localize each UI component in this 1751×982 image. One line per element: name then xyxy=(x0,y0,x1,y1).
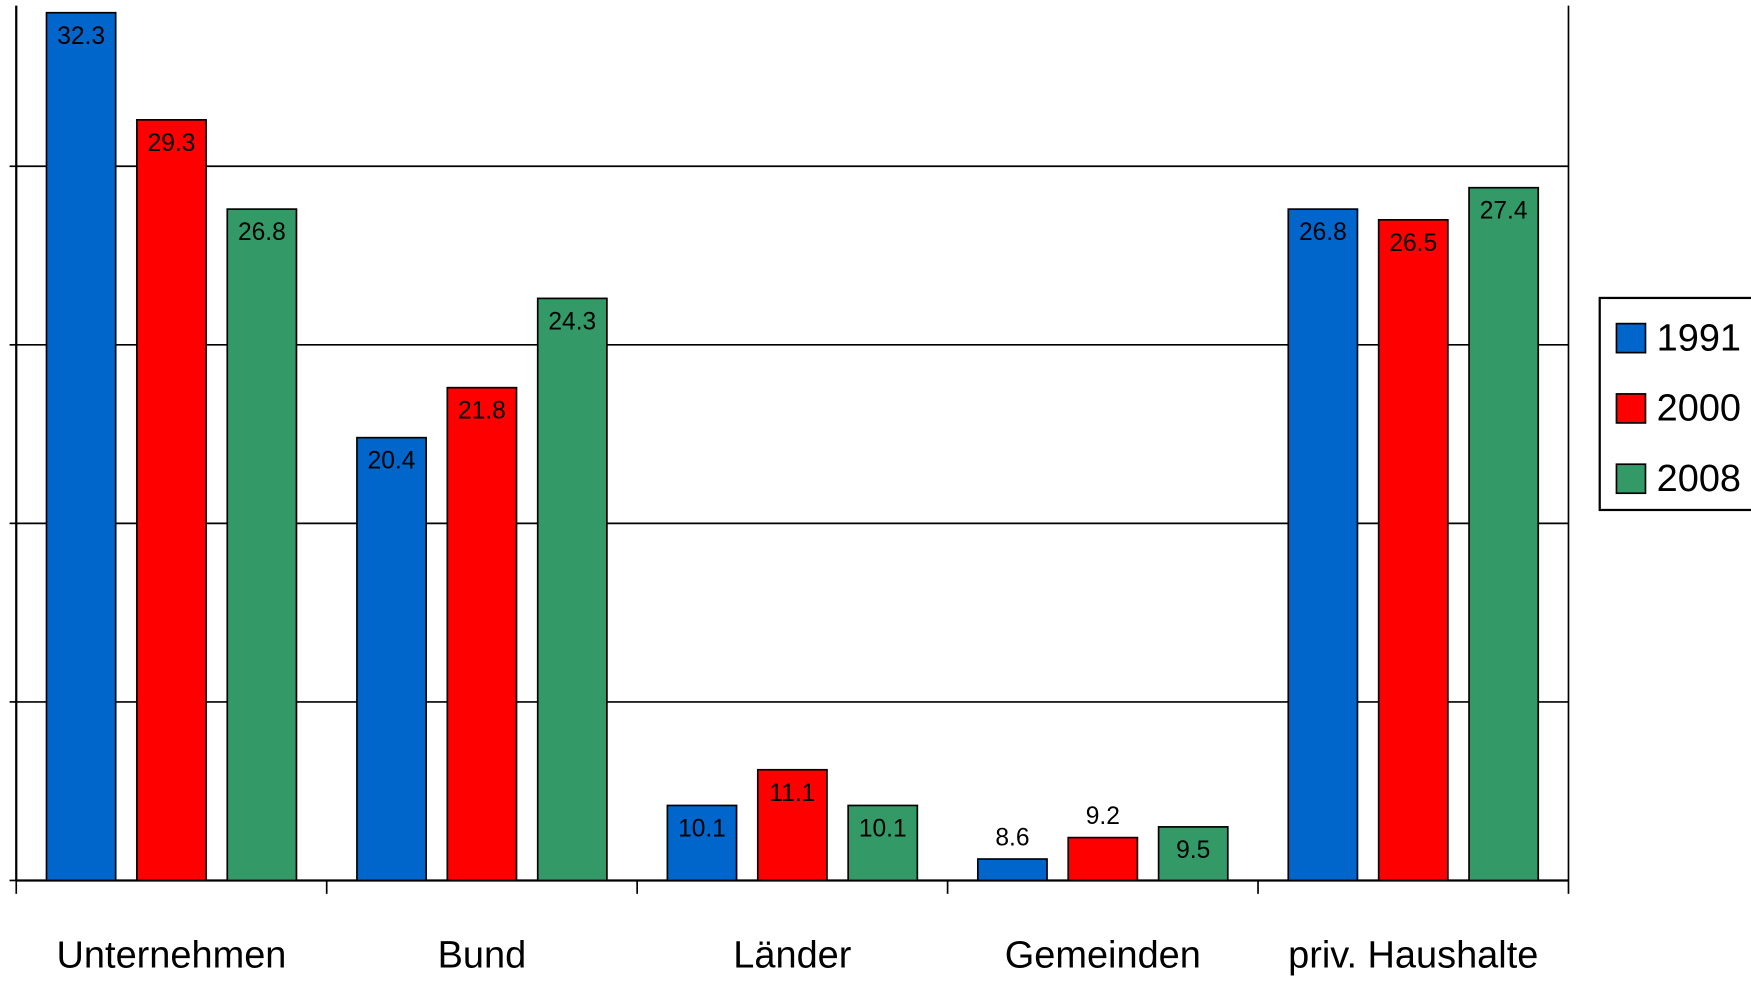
bar xyxy=(45,11,117,882)
data-label: 21.8 xyxy=(458,398,506,425)
bar xyxy=(136,119,207,882)
bar xyxy=(356,436,427,882)
data-label: 29.3 xyxy=(148,130,196,157)
data-label: 24.3 xyxy=(548,308,596,335)
bar xyxy=(1157,826,1229,882)
bar xyxy=(756,768,828,882)
legend-label: 2000 xyxy=(1657,388,1741,430)
data-label: 10.1 xyxy=(859,815,907,842)
data-label: 26.8 xyxy=(238,219,286,246)
x-tick-label: Unternehmen xyxy=(57,934,287,976)
legend-swatch xyxy=(1615,322,1647,354)
x-tick-label: Bund xyxy=(438,934,527,976)
data-label: 10.1 xyxy=(678,815,726,842)
legend-swatch xyxy=(1615,393,1647,424)
bar xyxy=(976,858,1048,882)
bar xyxy=(666,804,738,882)
x-tick-label: Länder xyxy=(733,934,851,976)
x-tick-label: priv. Haushalte xyxy=(1288,934,1538,976)
bar xyxy=(1287,208,1359,882)
legend-label: 2008 xyxy=(1657,458,1741,500)
data-label: 26.5 xyxy=(1389,230,1437,257)
legend-swatch xyxy=(1615,463,1647,495)
bar xyxy=(1377,218,1449,882)
data-label: 11.1 xyxy=(769,780,815,807)
data-label: 26.8 xyxy=(1299,219,1347,246)
data-label: 32.3 xyxy=(57,23,105,50)
x-tick-label: Gemeinden xyxy=(1005,934,1201,976)
data-label: 9.2 xyxy=(1086,803,1120,830)
data-label: 27.4 xyxy=(1480,198,1528,225)
bar xyxy=(446,386,518,882)
data-label: 8.6 xyxy=(995,824,1029,851)
bar xyxy=(1067,836,1139,882)
legend-label: 1991 xyxy=(1657,317,1741,359)
bar xyxy=(1468,186,1540,882)
bar xyxy=(226,208,298,882)
bar xyxy=(536,297,608,882)
data-label: 9.5 xyxy=(1176,837,1210,864)
data-label: 20.4 xyxy=(368,448,416,475)
bar xyxy=(847,804,919,882)
